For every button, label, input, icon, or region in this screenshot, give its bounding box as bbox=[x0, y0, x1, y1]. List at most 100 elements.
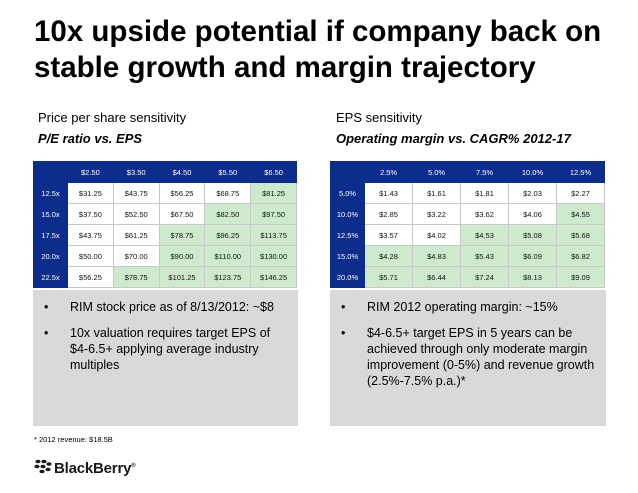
table-cell: $130.00 bbox=[250, 245, 297, 267]
row-header: 15.0% bbox=[330, 245, 365, 267]
table-cell: $8.13 bbox=[508, 266, 557, 288]
table-cell: $1.61 bbox=[412, 182, 461, 204]
table-cell: $68.75 bbox=[204, 182, 252, 204]
table-cell: $9.09 bbox=[556, 266, 605, 288]
column-header: $3.50 bbox=[112, 161, 160, 183]
row-header: 15.0x bbox=[33, 203, 68, 225]
right-notes-box bbox=[330, 290, 606, 426]
column-header: 10.0% bbox=[508, 161, 557, 183]
table-cell: $3.62 bbox=[460, 203, 509, 225]
bullet-text: RIM stock price as of 8/13/2012: ~$8 bbox=[70, 300, 274, 314]
column-header: $6.50 bbox=[250, 161, 297, 183]
table-cell: $37.50 bbox=[67, 203, 114, 225]
row-header: 17.5x bbox=[33, 224, 68, 246]
table-row: 20.0% $5.71 $6.44 $7.24 $8.13 $9.09 bbox=[330, 266, 605, 288]
table-corner-cell bbox=[330, 161, 365, 183]
table-cell: $82.50 bbox=[204, 203, 252, 225]
row-header: 20.0% bbox=[330, 266, 365, 288]
bullet-item: • RIM stock price as of 8/13/2012: ~$8 bbox=[38, 299, 288, 315]
bullet-item: • 10x valuation requires target EPS of $4… bbox=[38, 325, 288, 373]
table-header-row: 2.5% 5.0% 7.5% 10.0% 12.5% bbox=[330, 161, 605, 183]
table-cell: $4.83 bbox=[412, 245, 461, 267]
row-header: 10.0% bbox=[330, 203, 365, 225]
column-header: 7.5% bbox=[460, 161, 509, 183]
table-cell: $146.25 bbox=[250, 266, 297, 288]
column-header: $2.50 bbox=[67, 161, 114, 183]
table-cell: $2.27 bbox=[556, 182, 605, 204]
bullet-dot: • bbox=[44, 300, 49, 314]
table-corner-cell bbox=[33, 161, 68, 183]
bullet-item: • $4-6.5+ target EPS in 5 years can be ac… bbox=[335, 325, 597, 389]
right-section-subtitle: Operating margin vs. CAGR% 2012-17 bbox=[336, 131, 571, 146]
bullet-text: RIM 2012 operating margin: ~15% bbox=[367, 300, 558, 314]
table-cell: $43.75 bbox=[112, 182, 160, 204]
table-cell: $96.25 bbox=[204, 224, 252, 246]
table-cell: $2.03 bbox=[508, 182, 557, 204]
table-cell: $4.53 bbox=[460, 224, 509, 246]
table-row: 10.0% $2.85 $3.22 $3.62 $4.06 $4.55 bbox=[330, 203, 605, 225]
bullet-dot: • bbox=[44, 326, 49, 340]
table-row: 17.5x $43.75 $61.25 $78.75 $96.25 $113.75 bbox=[33, 224, 297, 246]
row-header: 22.5x bbox=[33, 266, 68, 288]
table-cell: $43.75 bbox=[67, 224, 114, 246]
row-header: 5.0% bbox=[330, 182, 365, 204]
table-cell: $113.75 bbox=[250, 224, 297, 246]
column-header: 5.0% bbox=[412, 161, 461, 183]
table-row: 12.5% $3.57 $4.02 $4.53 $5.08 $5.68 bbox=[330, 224, 605, 246]
logo-text: BlackBerry® bbox=[54, 460, 136, 477]
table-row: 20.0x $50.00 $70.00 $90.00 $110.00 $130.00 bbox=[33, 245, 297, 267]
table-cell: $81.25 bbox=[250, 182, 297, 204]
left-section-label: Price per share sensitivity bbox=[38, 110, 187, 125]
table-cell: $3.22 bbox=[412, 203, 461, 225]
right-bullet-list: • RIM 2012 operating margin: ~15% • $4-6.5+… bbox=[335, 299, 597, 399]
bullet-text: 10x valuation requires target EPS of $4-… bbox=[70, 326, 271, 372]
column-header: $5.50 bbox=[204, 161, 252, 183]
table-cell: $110.00 bbox=[204, 245, 252, 267]
table-cell: $3.57 bbox=[364, 224, 413, 246]
table-cell: $1.43 bbox=[364, 182, 413, 204]
column-header: 12.5% bbox=[556, 161, 605, 183]
table-header-row: $2.50 $3.50 $4.50 $5.50 $6.50 bbox=[33, 161, 297, 183]
footnote: * 2012 revenue: $18.5B bbox=[34, 435, 113, 444]
left-bullet-list: • RIM stock price as of 8/13/2012: ~$8 • 10… bbox=[38, 299, 288, 383]
table-cell: $6.82 bbox=[556, 245, 605, 267]
title-line-1: 10x upside potential if company back on bbox=[34, 15, 602, 48]
table-cell: $4.06 bbox=[508, 203, 557, 225]
table-cell: $31.25 bbox=[67, 182, 114, 204]
eps-sensitivity-table: 2.5% 5.0% 7.5% 10.0% 12.5% 5.0% $1.43 $1.61 $1.… bbox=[330, 161, 605, 288]
table-cell: $67.50 bbox=[158, 203, 206, 225]
row-header: 12.5x bbox=[33, 182, 68, 204]
right-section-label: EPS sensitivity bbox=[336, 110, 422, 125]
table-row: 22.5x $56.25 $78.75 $101.25 $123.75 $146.25 bbox=[33, 266, 297, 288]
page-title: 10x upside potential if company back on … bbox=[34, 14, 624, 86]
table-cell: $5.71 bbox=[364, 266, 413, 288]
table-row: 15.0% $4.28 $4.83 $5.43 $6.09 $6.82 bbox=[330, 245, 605, 267]
title-line-2: stable growth and margin trajectory bbox=[34, 51, 536, 84]
bullet-dot: • bbox=[341, 326, 346, 340]
table-cell: $4.02 bbox=[412, 224, 461, 246]
left-notes-box bbox=[33, 290, 298, 426]
row-header: 20.0x bbox=[33, 245, 68, 267]
table-cell: $56.25 bbox=[67, 266, 114, 288]
row-header: 12.5% bbox=[330, 224, 365, 246]
table-cell: $56.25 bbox=[158, 182, 206, 204]
column-header: 2.5% bbox=[364, 161, 413, 183]
table-cell: $78.75 bbox=[112, 266, 160, 288]
table-cell: $70.00 bbox=[112, 245, 160, 267]
table-row: 15.0x $37.50 $52.50 $67.50 $82.50 $97.50 bbox=[33, 203, 297, 225]
bullet-text: $4-6.5+ target EPS in 5 years can be ach… bbox=[367, 326, 595, 388]
table-cell: $2.85 bbox=[364, 203, 413, 225]
blackberry-mark-icon bbox=[34, 459, 52, 474]
table-cell: $5.68 bbox=[556, 224, 605, 246]
table-cell: $52.50 bbox=[112, 203, 160, 225]
price-sensitivity-table: $2.50 $3.50 $4.50 $5.50 $6.50 12.5x $31.25 $43… bbox=[33, 161, 297, 288]
table-cell: $4.28 bbox=[364, 245, 413, 267]
table-cell: $101.25 bbox=[158, 266, 206, 288]
left-section-subtitle: P/E ratio vs. EPS bbox=[38, 131, 143, 146]
blackberry-logo: BlackBerry® bbox=[34, 459, 154, 479]
bullet-item: • RIM 2012 operating margin: ~15% bbox=[335, 299, 597, 315]
table-cell: $123.75 bbox=[204, 266, 252, 288]
table-cell: $97.50 bbox=[250, 203, 297, 225]
table-cell: $5.43 bbox=[460, 245, 509, 267]
table-cell: $61.25 bbox=[112, 224, 160, 246]
